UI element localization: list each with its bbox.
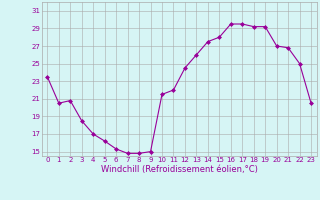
X-axis label: Windchill (Refroidissement éolien,°C): Windchill (Refroidissement éolien,°C)	[101, 165, 258, 174]
